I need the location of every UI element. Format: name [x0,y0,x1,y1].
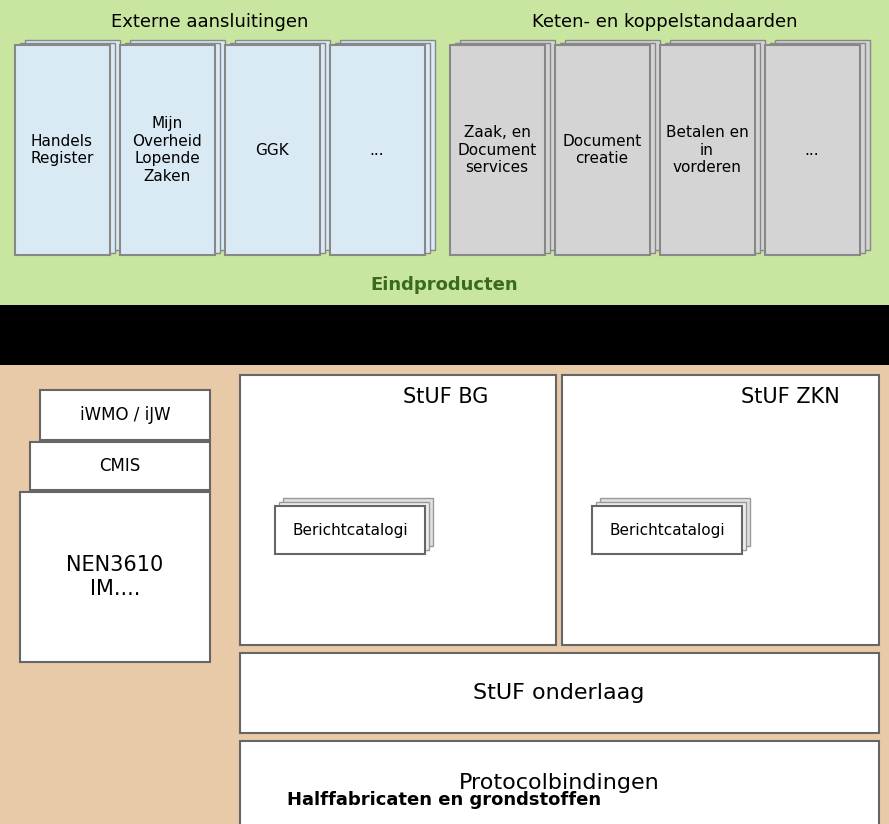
FancyBboxPatch shape [275,506,425,554]
FancyBboxPatch shape [660,45,755,255]
Text: GGK: GGK [255,143,289,157]
FancyBboxPatch shape [670,40,765,250]
FancyBboxPatch shape [600,498,750,546]
FancyBboxPatch shape [30,442,210,490]
FancyBboxPatch shape [20,43,115,253]
FancyBboxPatch shape [450,45,545,255]
FancyBboxPatch shape [335,43,430,253]
FancyBboxPatch shape [455,43,550,253]
FancyBboxPatch shape [235,40,330,250]
Text: ...: ... [370,143,384,157]
Text: ...: ... [805,143,820,157]
FancyBboxPatch shape [775,40,870,250]
FancyBboxPatch shape [555,45,650,255]
FancyBboxPatch shape [283,498,433,546]
Text: NEN3610
IM....: NEN3610 IM.... [67,555,164,598]
FancyBboxPatch shape [240,375,556,645]
Text: Betalen en
in
vorderen: Betalen en in vorderen [666,125,749,175]
FancyBboxPatch shape [330,45,425,255]
FancyBboxPatch shape [125,43,220,253]
FancyBboxPatch shape [240,741,879,824]
Text: Halffabricaten en grondstoffen: Halffabricaten en grondstoffen [287,791,601,809]
FancyBboxPatch shape [770,43,865,253]
FancyBboxPatch shape [596,502,746,550]
FancyBboxPatch shape [230,43,325,253]
FancyBboxPatch shape [20,492,210,662]
Text: Mijn
Overheid
Lopende
Zaken: Mijn Overheid Lopende Zaken [132,116,202,184]
Text: Protocolbindingen: Protocolbindingen [459,773,660,793]
FancyBboxPatch shape [279,502,429,550]
FancyBboxPatch shape [0,365,889,824]
Text: Berichtcatalogi: Berichtcatalogi [292,522,408,537]
Text: Eindproducten: Eindproducten [370,276,517,294]
FancyBboxPatch shape [130,40,225,250]
Text: Externe aansluitingen: Externe aansluitingen [111,13,308,31]
Text: CMIS: CMIS [100,457,140,475]
Text: Document
creatie: Document creatie [563,133,642,166]
FancyBboxPatch shape [560,43,655,253]
Text: Berichtcatalogi: Berichtcatalogi [609,522,725,537]
FancyBboxPatch shape [240,653,879,733]
FancyBboxPatch shape [0,0,889,305]
Text: iWMO / iJW: iWMO / iJW [80,406,171,424]
Text: StUF BG: StUF BG [403,387,488,407]
FancyBboxPatch shape [0,305,889,365]
Text: StUF onderlaag: StUF onderlaag [473,683,645,703]
FancyBboxPatch shape [562,375,879,645]
FancyBboxPatch shape [120,45,215,255]
FancyBboxPatch shape [40,390,210,440]
FancyBboxPatch shape [765,45,860,255]
Text: Keten- en koppelstandaarden: Keten- en koppelstandaarden [533,13,797,31]
FancyBboxPatch shape [225,45,320,255]
Text: Handels
Register: Handels Register [30,133,93,166]
Text: StUF ZKN: StUF ZKN [741,387,839,407]
FancyBboxPatch shape [340,40,435,250]
FancyBboxPatch shape [460,40,555,250]
FancyBboxPatch shape [15,45,110,255]
FancyBboxPatch shape [565,40,660,250]
FancyBboxPatch shape [592,506,742,554]
FancyBboxPatch shape [25,40,120,250]
FancyBboxPatch shape [665,43,760,253]
Text: Zaak, en
Document
services: Zaak, en Document services [457,125,537,175]
